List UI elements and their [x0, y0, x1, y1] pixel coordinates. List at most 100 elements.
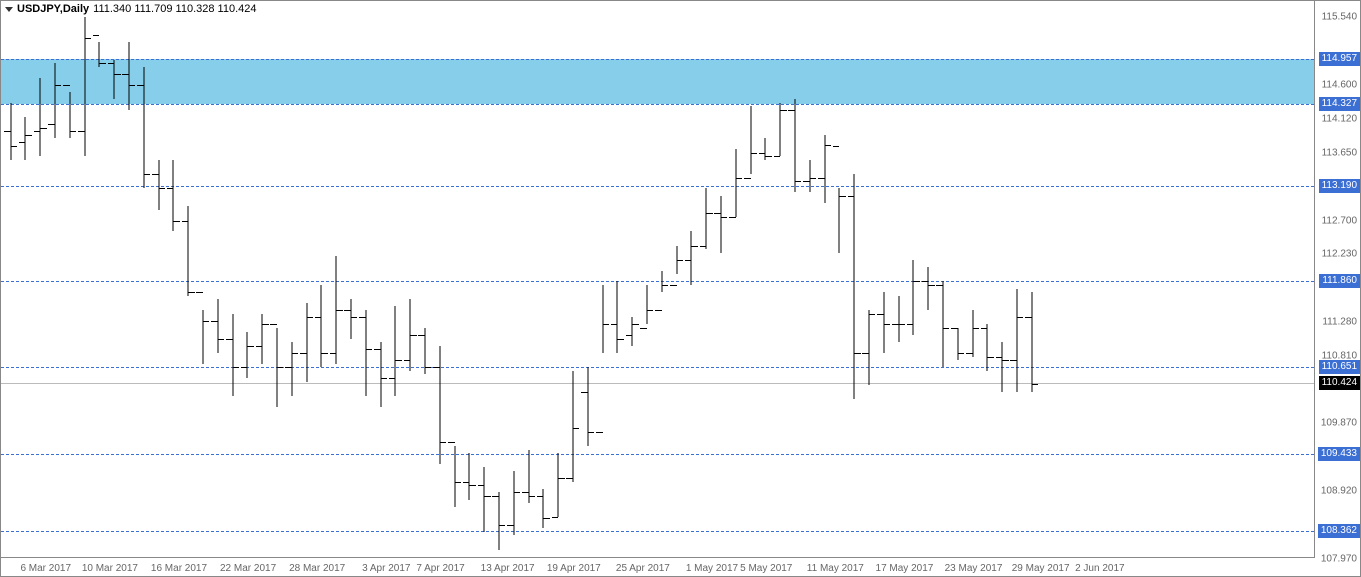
ohlc-bar[interactable]	[700, 188, 713, 249]
x-axis-label: 17 May 2017	[876, 563, 934, 574]
price-tag: 109.433	[1318, 447, 1360, 461]
chart-container: USDJPY,Daily 111.340 111.709 110.328 110…	[0, 0, 1361, 577]
ohlc-bar[interactable]	[522, 450, 535, 504]
ohlc-bar[interactable]	[566, 371, 579, 482]
x-axis-label: 1 May 2017	[686, 563, 738, 574]
ohlc-bar[interactable]	[774, 103, 787, 157]
price-tag: 110.651	[1319, 360, 1360, 374]
ohlc-bar[interactable]	[122, 42, 135, 110]
ohlc-bar[interactable]	[714, 196, 727, 253]
ohlc-bar[interactable]	[507, 471, 520, 535]
ohlc-bar[interactable]	[433, 346, 446, 464]
ohlc-bar[interactable]	[48, 63, 61, 138]
ohlc-bar[interactable]	[404, 299, 417, 371]
ohlc-bar[interactable]	[241, 332, 254, 379]
ohlc-bar[interactable]	[137, 67, 150, 189]
ohlc-bar[interactable]	[463, 453, 476, 500]
ohlc-bar[interactable]	[78, 17, 91, 157]
x-axis-label: 7 Apr 2017	[416, 563, 464, 574]
ohlc-bar[interactable]	[167, 160, 180, 232]
ohlc-bar[interactable]	[966, 310, 979, 357]
x-axis-label: 6 Mar 2017	[20, 563, 71, 574]
y-axis: 115.540114.600114.120113.650113.190112.7…	[1315, 1, 1360, 558]
horizontal-line[interactable]	[1, 367, 1314, 368]
ohlc-bar[interactable]	[285, 342, 298, 396]
ohlc-bar[interactable]	[1010, 289, 1023, 393]
ohlc-bar[interactable]	[744, 106, 757, 174]
ohlc-bar[interactable]	[4, 103, 17, 160]
horizontal-line[interactable]	[1, 59, 1314, 60]
ohlc-bar[interactable]	[256, 314, 269, 364]
symbol-timeframe: USDJPY,Daily	[17, 3, 89, 15]
ohlc-bar[interactable]	[936, 281, 949, 367]
y-axis-label: 115.540	[1322, 12, 1357, 23]
ohlc-bar[interactable]	[492, 492, 505, 549]
ohlc-bar[interactable]	[788, 99, 801, 192]
ohlc-bar[interactable]	[640, 285, 653, 324]
ohlc-bar[interactable]	[270, 328, 283, 407]
ohlc-bar[interactable]	[862, 310, 875, 385]
ohlc-bar[interactable]	[300, 303, 313, 382]
ohlc-bar[interactable]	[34, 78, 47, 157]
ohlc-bar[interactable]	[626, 317, 639, 346]
x-axis-label: 2 Jun 2017	[1075, 563, 1125, 574]
ohlc-bar[interactable]	[478, 467, 491, 531]
horizontal-line[interactable]	[1, 104, 1314, 105]
ohlc-bar[interactable]	[152, 160, 165, 210]
ohlc-bar[interactable]	[951, 328, 964, 360]
ohlc-bar[interactable]	[93, 42, 106, 67]
ohlc-bar[interactable]	[418, 328, 431, 375]
ohlc-bar[interactable]	[196, 310, 209, 364]
ohlc-bar[interactable]	[907, 260, 920, 335]
horizontal-line[interactable]	[1, 186, 1314, 187]
chevron-down-icon[interactable]	[5, 7, 13, 12]
ohlc-bar[interactable]	[330, 256, 343, 363]
ohlc-bar[interactable]	[833, 188, 846, 252]
ohlc-bar[interactable]	[211, 299, 224, 353]
ohlc-bar[interactable]	[226, 314, 239, 396]
ohlc-bar[interactable]	[448, 446, 461, 507]
x-axis-label: 10 Mar 2017	[82, 563, 138, 574]
ohlc-bar[interactable]	[63, 92, 76, 139]
price-tag: 114.957	[1319, 52, 1360, 66]
ohlc-bar[interactable]	[344, 299, 357, 338]
ohlc-bar[interactable]	[803, 160, 816, 192]
ohlc-bar[interactable]	[315, 285, 328, 367]
ohlc-bar[interactable]	[670, 246, 683, 275]
ohlc-bar[interactable]	[537, 489, 550, 528]
ohlc-bar[interactable]	[389, 306, 402, 395]
ohlc-bar[interactable]	[359, 310, 372, 396]
y-axis-label: 112.700	[1322, 215, 1357, 226]
ohlc-bar[interactable]	[611, 281, 624, 353]
ohlc-bar[interactable]	[996, 342, 1009, 392]
ohlc-bar[interactable]	[685, 231, 698, 285]
chart-area[interactable]	[1, 1, 1315, 558]
ohlc-bar[interactable]	[655, 271, 668, 292]
current-price-line	[1, 383, 1314, 384]
ohlc-bar[interactable]	[848, 174, 861, 399]
ohlc-bar[interactable]	[1025, 292, 1038, 392]
ohlc-bar[interactable]	[19, 117, 32, 160]
x-axis-label: 3 Apr 2017	[362, 563, 410, 574]
ohlc-bar[interactable]	[759, 138, 772, 159]
ohlc-bar[interactable]	[877, 292, 890, 353]
ohlc-bar[interactable]	[892, 296, 905, 343]
ohlc-bar[interactable]	[374, 342, 387, 406]
ohlc-bar[interactable]	[981, 324, 994, 371]
horizontal-line[interactable]	[1, 531, 1314, 532]
ohlc-bar[interactable]	[729, 149, 742, 217]
ohlc-bar[interactable]	[596, 285, 609, 353]
ohlc-bar[interactable]	[922, 267, 935, 310]
ohlc-bar[interactable]	[581, 367, 594, 446]
ohlc-bar[interactable]	[182, 206, 195, 295]
x-axis-label: 13 Apr 2017	[481, 563, 535, 574]
ohlc-bar[interactable]	[108, 60, 121, 99]
x-axis-label: 28 Mar 2017	[289, 563, 345, 574]
price-tag: 110.424	[1319, 376, 1360, 390]
ohlc-bar[interactable]	[552, 453, 565, 517]
y-axis-label: 109.870	[1321, 418, 1357, 429]
horizontal-line[interactable]	[1, 454, 1314, 455]
price-tag: 114.327	[1319, 97, 1360, 111]
ohlc-bar[interactable]	[818, 135, 831, 203]
y-axis-label: 112.230	[1322, 249, 1357, 260]
